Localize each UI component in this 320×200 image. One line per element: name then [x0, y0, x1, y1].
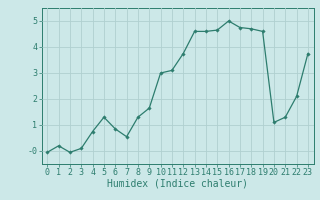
X-axis label: Humidex (Indice chaleur): Humidex (Indice chaleur) [107, 179, 248, 189]
